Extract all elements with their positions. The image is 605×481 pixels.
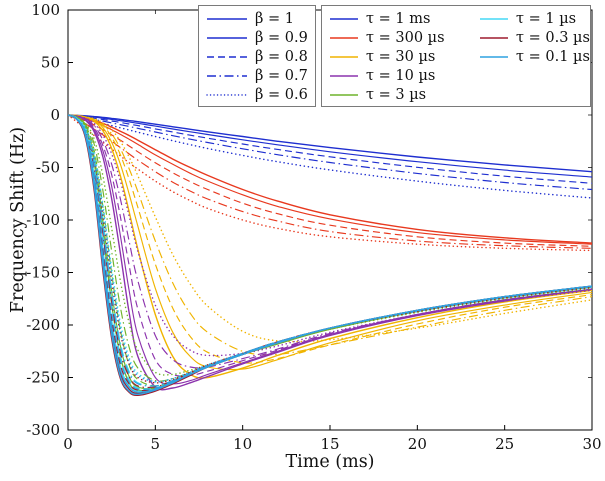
curve-series-2-beta-3 (68, 114, 592, 356)
curve-series-0-beta-3 (68, 114, 592, 191)
curve-series-7-beta-2 (68, 114, 592, 391)
legend-entry: τ = 300 µs (329, 28, 479, 47)
y-tick-label: -250 (26, 369, 60, 387)
legend-line-sample-icon (207, 17, 247, 20)
curve-series-0-beta-1 (68, 114, 592, 178)
legend-line-sample-icon (480, 55, 508, 58)
curve-series-3-beta-1 (68, 114, 592, 385)
curve-series-4-beta-3 (68, 114, 592, 382)
legend-label: β = 1 (255, 10, 294, 27)
curve-series-0-beta-2 (68, 114, 592, 184)
legend-label: β = 0.7 (255, 67, 308, 84)
y-tick-label: 100 (31, 1, 60, 19)
curve-series-4-beta-1 (68, 114, 592, 390)
y-axis-label: Frequency Shift (Hz) (8, 126, 28, 314)
legend-line-sample-icon (330, 17, 358, 20)
curve-series-6-beta-3 (68, 114, 592, 389)
curves-layer (68, 114, 592, 397)
x-tick-label: 0 (63, 435, 73, 453)
y-tick-label: -100 (26, 211, 60, 229)
legend-line-sample-icon (207, 74, 247, 77)
legend-label: τ = 10 µs (366, 67, 436, 84)
curve-series-4-beta-4 (68, 114, 592, 376)
curve-series-1-beta-2 (68, 114, 592, 247)
curve-series-5-beta-3 (68, 114, 592, 387)
legend-line-sample-icon (330, 55, 358, 58)
curve-series-0-beta-4 (68, 114, 592, 199)
legend-label: τ = 0.1 µs (516, 48, 590, 65)
x-tick-label: 10 (233, 435, 252, 453)
legend-line-sample-icon (206, 93, 248, 96)
curve-series-7-beta-3 (68, 114, 592, 387)
legend-label: τ = 1 ms (366, 10, 431, 27)
y-tick-label: -150 (26, 264, 60, 282)
legend-entry: β = 1 (206, 9, 311, 28)
curve-series-2-beta-0 (68, 114, 592, 379)
y-tick-label: 0 (50, 106, 60, 124)
legend-tau-column-2: τ = 1 µs τ = 0.3 µs τ = 0.1 µs (479, 9, 590, 104)
curve-series-4-beta-2 (68, 114, 592, 387)
legend-entry: β = 0.8 (206, 47, 311, 66)
legend-tau: τ = 1 ms τ = 300 µs τ = 30 µs τ = 10 µs τ = … (321, 5, 591, 107)
x-tick-label: 15 (320, 435, 339, 453)
curve-series-3-beta-2 (68, 114, 592, 377)
y-tick-label: 50 (41, 54, 60, 72)
legend-label: τ = 3 µs (366, 86, 427, 103)
legend-line-sample-icon (330, 74, 358, 77)
y-tick-label: -50 (36, 159, 60, 177)
x-tick-label: 5 (151, 435, 161, 453)
legend-label: τ = 0.3 µs (516, 29, 590, 46)
legend-entry: τ = 0.1 µs (479, 47, 590, 66)
legend-entry: τ = 30 µs (329, 47, 479, 66)
legend-label: β = 0.9 (255, 29, 308, 46)
legend-entry: τ = 10 µs (329, 66, 479, 85)
legend-beta: β = 1 β = 0.9 β = 0.8 β = 0.7 β = 0.6 (198, 5, 316, 107)
legend-tau-column-1: τ = 1 ms τ = 300 µs τ = 30 µs τ = 10 µs τ = … (329, 9, 479, 104)
curve-series-2-beta-1 (68, 114, 592, 371)
legend-line-sample-icon (207, 36, 247, 39)
legend-line-sample-icon (330, 36, 358, 39)
curve-series-7-beta-4 (68, 114, 592, 383)
curve-series-5-beta-4 (68, 114, 592, 383)
legend-entry: β = 0.6 (206, 85, 311, 104)
legend-label: τ = 30 µs (366, 48, 436, 65)
y-tick-label: -200 (26, 316, 60, 334)
curve-series-5-beta-2 (68, 114, 592, 390)
legend-line-sample-icon (330, 93, 358, 96)
legend-entry: β = 0.9 (206, 28, 311, 47)
curve-series-3-beta-3 (68, 114, 592, 369)
legend-entry: τ = 3 µs (329, 85, 479, 104)
legend-label: β = 0.6 (255, 86, 308, 103)
curve-series-1-beta-0 (68, 114, 592, 244)
curve-series-0-beta-0 (68, 114, 592, 173)
legend-label: τ = 1 µs (516, 10, 577, 27)
y-tick-label: -300 (26, 421, 60, 439)
curve-series-2-beta-4 (68, 114, 592, 343)
curve-series-7-beta-0 (68, 114, 592, 396)
x-tick-label: 20 (408, 435, 427, 453)
legend-entry: τ = 0.3 µs (479, 28, 590, 47)
legend-entry: β = 0.7 (206, 66, 311, 85)
legend-line-sample-icon (480, 36, 508, 39)
x-axis-label: Time (ms) (285, 452, 375, 472)
legend-line-sample-icon (480, 17, 508, 20)
legend-label: τ = 300 µs (366, 29, 445, 46)
x-tick-label: 30 (582, 435, 601, 453)
legend-label: β = 0.8 (255, 48, 308, 65)
x-tick-label: 25 (495, 435, 514, 453)
curve-series-1-beta-3 (68, 114, 592, 249)
curve-series-3-beta-0 (68, 114, 592, 391)
curve-series-1-beta-4 (68, 114, 592, 252)
legend-entry: τ = 1 µs (479, 9, 590, 28)
legend-line-sample-icon (207, 55, 247, 58)
legend-entry: τ = 1 ms (329, 9, 479, 28)
